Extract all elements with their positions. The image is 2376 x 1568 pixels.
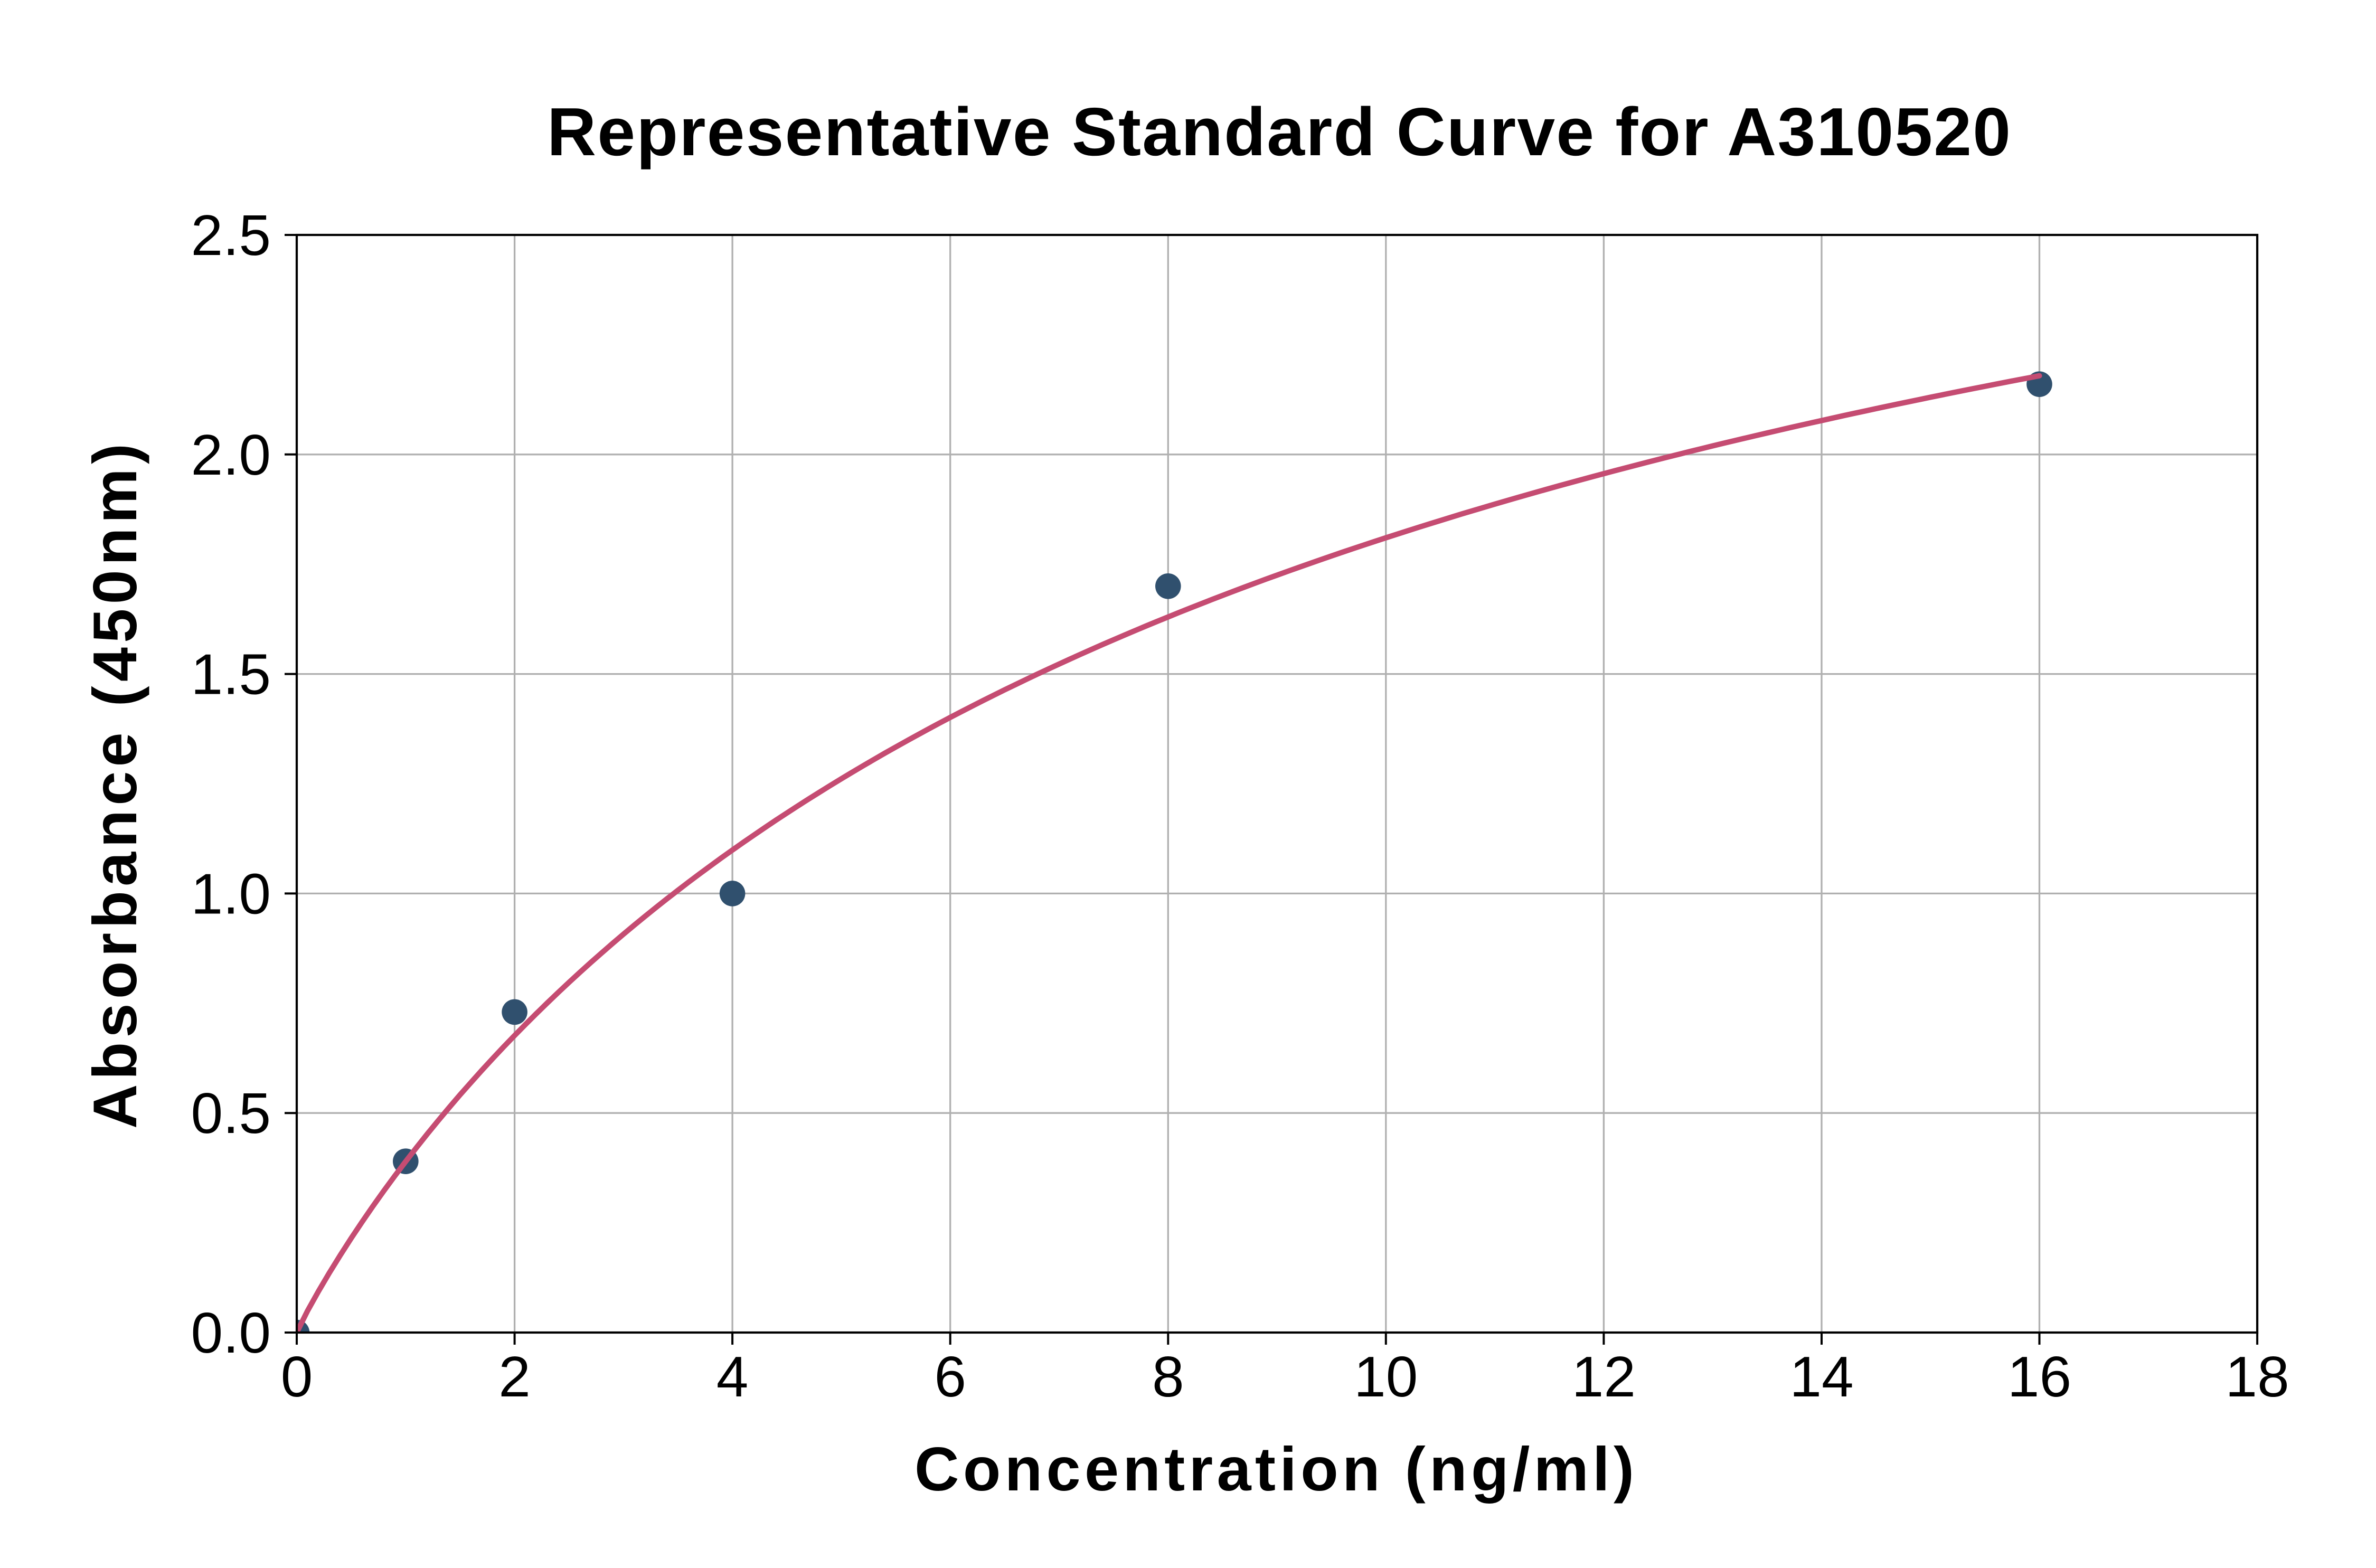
svg-text:2.5: 2.5 — [191, 203, 271, 268]
svg-text:4: 4 — [716, 1345, 749, 1409]
svg-text:Representative Standard Curve: Representative Standard Curve for A31052… — [547, 94, 2011, 170]
svg-text:0.0: 0.0 — [191, 1301, 271, 1365]
svg-text:0: 0 — [281, 1345, 313, 1409]
svg-text:Absorbance (450nm): Absorbance (450nm) — [80, 443, 149, 1129]
svg-text:10: 10 — [1354, 1345, 1418, 1409]
svg-text:2.0: 2.0 — [191, 423, 271, 487]
svg-text:18: 18 — [2225, 1345, 2289, 1409]
svg-text:1.0: 1.0 — [191, 862, 271, 926]
svg-text:14: 14 — [1789, 1345, 1853, 1409]
svg-text:16: 16 — [2007, 1345, 2071, 1409]
svg-text:6: 6 — [934, 1345, 966, 1409]
svg-text:12: 12 — [1572, 1345, 1636, 1409]
svg-text:Concentration (ng/ml): Concentration (ng/ml) — [914, 1434, 1634, 1504]
svg-text:1.5: 1.5 — [191, 643, 271, 707]
svg-text:2: 2 — [498, 1345, 531, 1409]
svg-text:0.5: 0.5 — [191, 1081, 271, 1146]
svg-text:8: 8 — [1152, 1345, 1184, 1409]
